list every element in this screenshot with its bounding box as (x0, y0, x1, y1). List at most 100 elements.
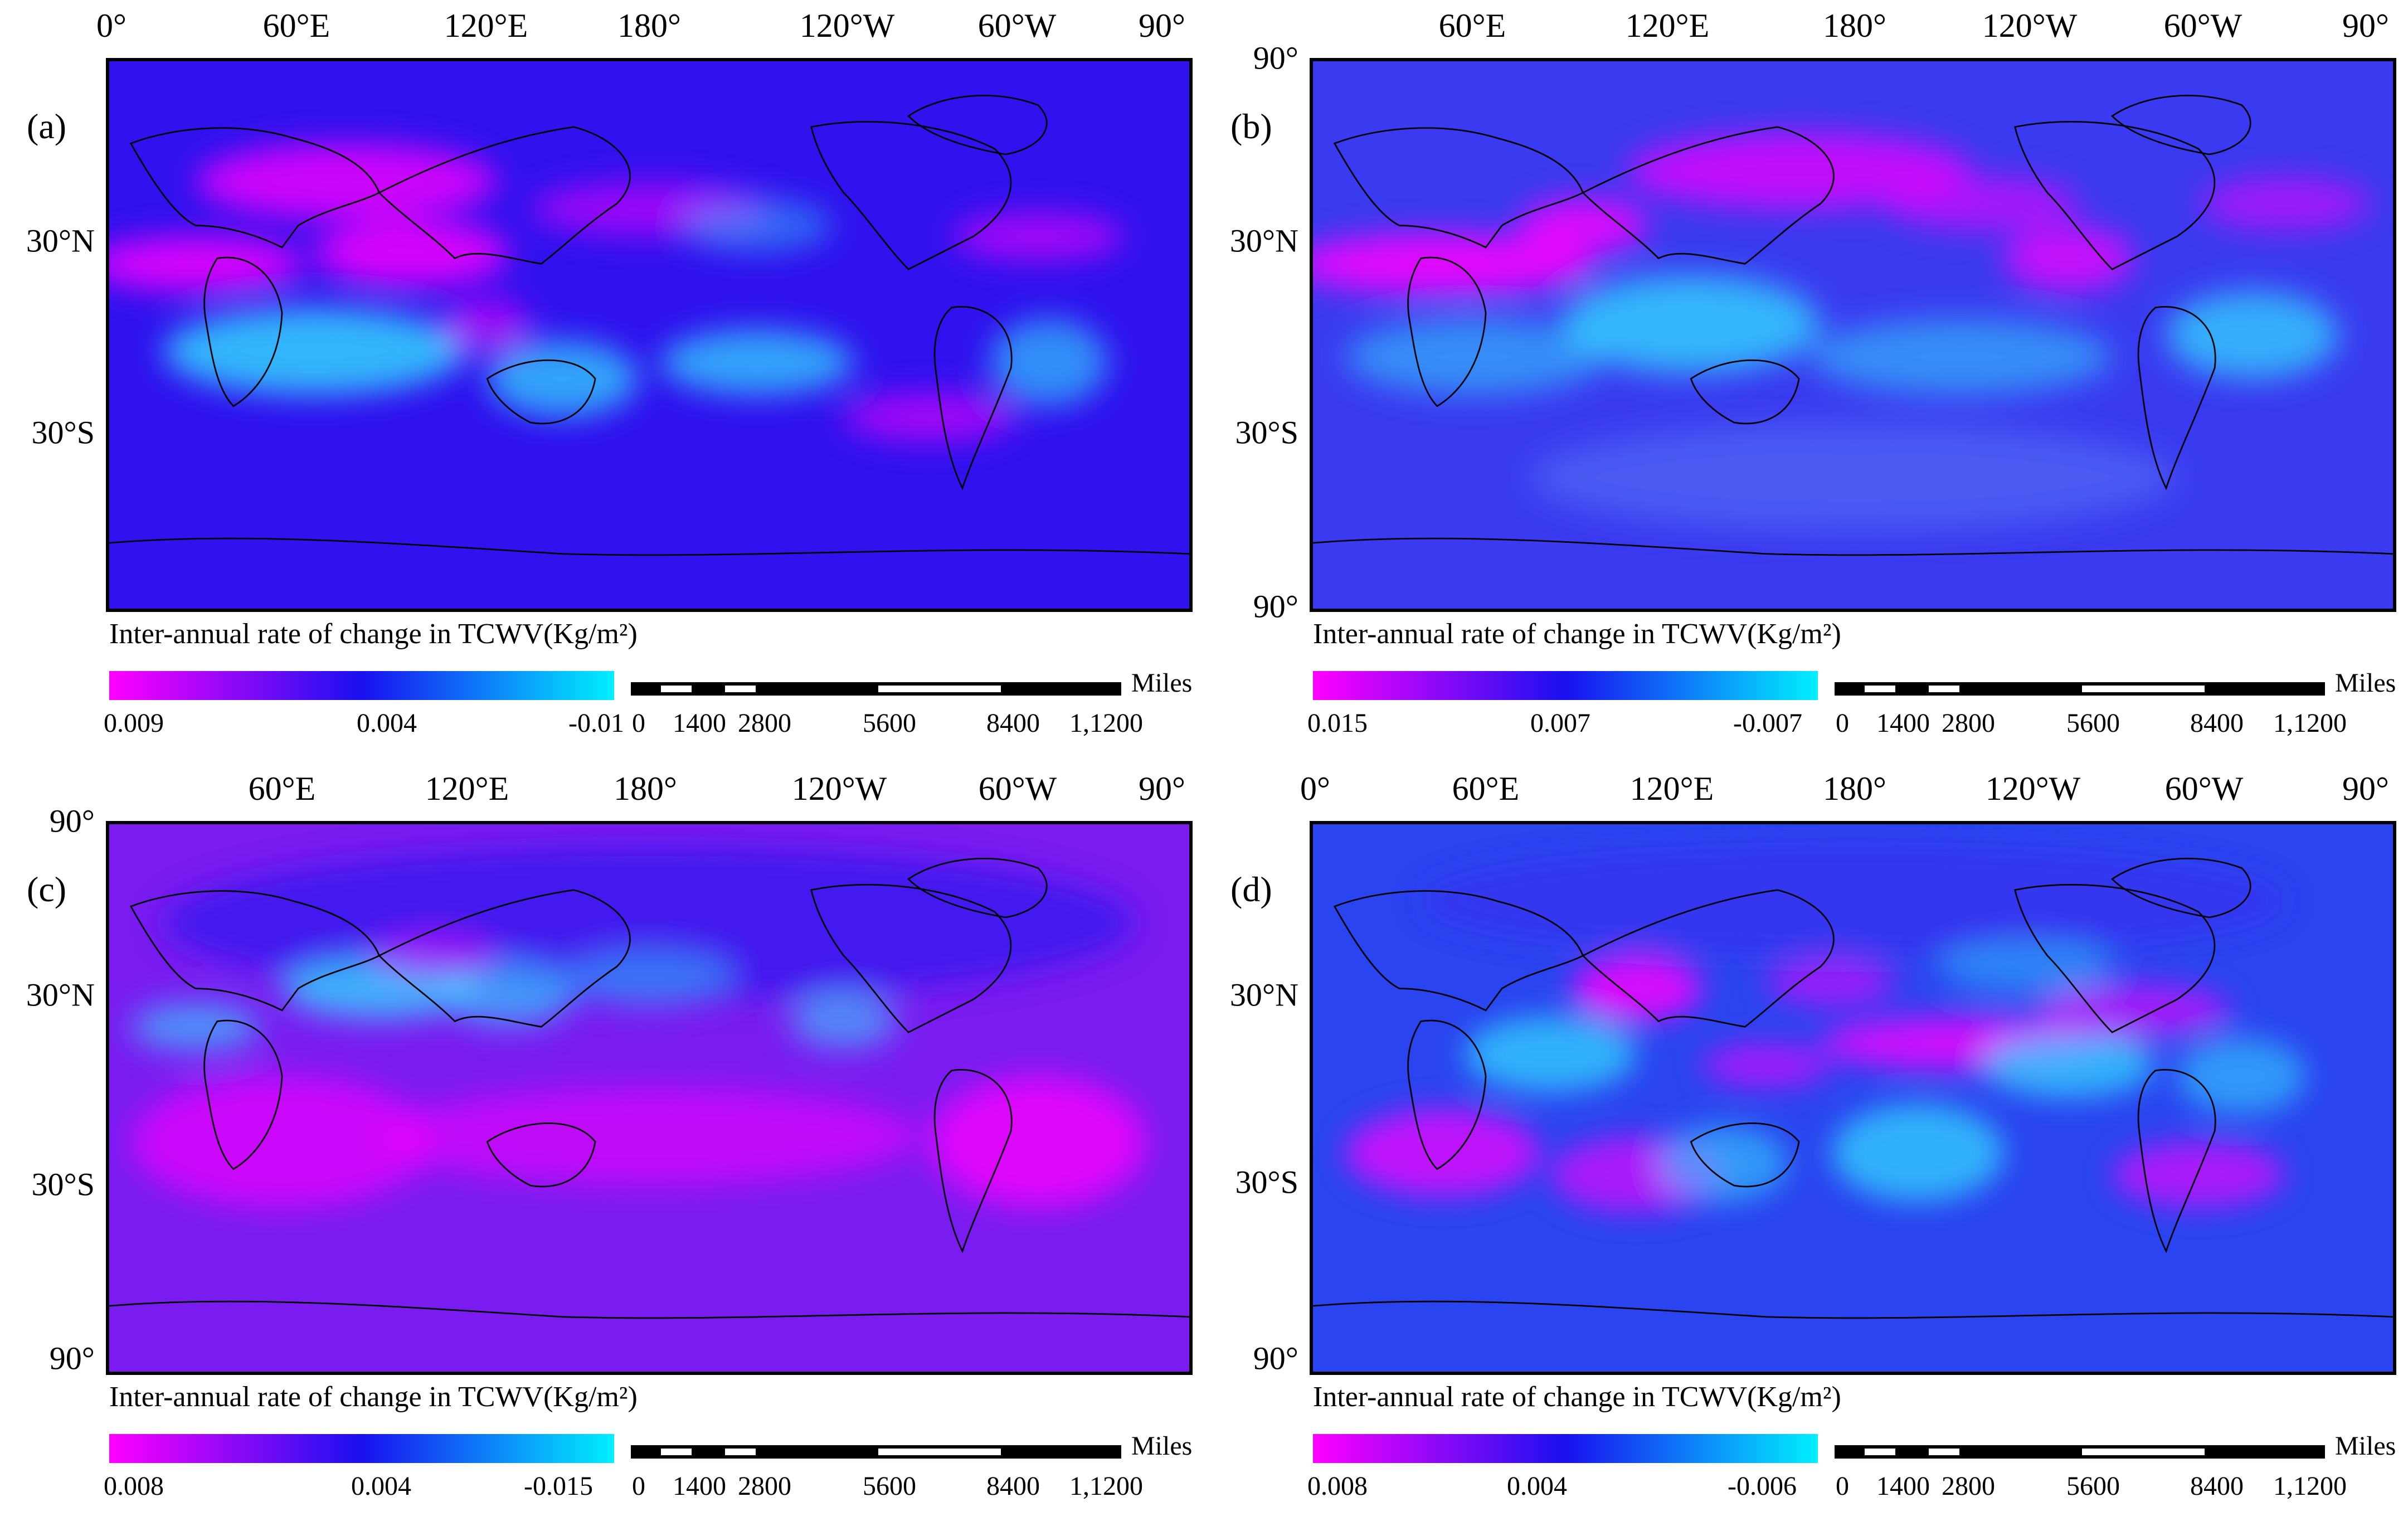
colorbar-tick: 0.004 (351, 1471, 411, 1501)
tcwv-field (1313, 824, 2393, 1372)
lat-label: 90° (49, 1340, 95, 1377)
scale-tick: 2800 (1942, 708, 1995, 738)
colorbar-tick: 0.007 (1530, 708, 1590, 738)
lon-label: 120°E (444, 7, 528, 44)
lon-label: 90° (2342, 7, 2389, 44)
lat-label: 30°N (1229, 222, 1298, 259)
panel-b: 60°E 120°E 180° 120°W 60°W 90° 90° 30°N … (1204, 0, 2407, 763)
scale-unit: Miles (1131, 668, 1193, 698)
lon-label: 60°E (248, 770, 316, 807)
lat-label: 30°S (1235, 1164, 1298, 1201)
scale-unit: Miles (1131, 1431, 1193, 1461)
colorbar-tick: 0.008 (104, 1471, 164, 1501)
tcwv-field (109, 824, 1189, 1372)
lat-label: 30°S (1235, 414, 1298, 451)
scale-tick: 0 (632, 708, 645, 738)
scale-tick: 2800 (738, 708, 791, 738)
coastlines (109, 858, 1189, 1319)
panel-letter: (a) (27, 106, 67, 146)
panel-d: 0° 60°E 120°E 180° 120°W 60°W 90° 30°N 3… (1204, 763, 2407, 1526)
scale-tick: 0 (632, 1471, 645, 1501)
lon-label: 120°W (1985, 770, 2081, 807)
lat-label: 30°S (31, 1166, 95, 1203)
scale-tick: 1400 (1876, 1471, 1930, 1501)
scale-tick: 5600 (863, 708, 916, 738)
lon-label: 60°W (2163, 7, 2242, 44)
scale-tick: 2800 (738, 1471, 791, 1501)
scale-tick: 5600 (2066, 1471, 2120, 1501)
lon-label: 120°W (1982, 7, 2078, 44)
panel-letter: (b) (1230, 106, 1272, 146)
lat-label: 90° (1253, 40, 1298, 76)
colorbar-tick: 0.008 (1307, 1471, 1368, 1501)
coastlines (1313, 95, 2393, 556)
colorbar-tick: 0.004 (1507, 1471, 1567, 1501)
lat-label: 90° (49, 803, 95, 839)
scale-tick: 1400 (673, 708, 726, 738)
scale-bar (631, 682, 1121, 696)
scale-tick: 1400 (1876, 708, 1930, 738)
lon-label: 60°W (978, 770, 1057, 807)
panel-letter: (d) (1230, 869, 1272, 909)
scale-tick: 1,1200 (1069, 1471, 1143, 1501)
colorbar (1313, 671, 1818, 700)
lon-label: 0° (96, 7, 127, 44)
scale-tick: 8400 (986, 1471, 1040, 1501)
lon-label: 120°W (799, 7, 895, 44)
lon-label: 180° (1823, 7, 1886, 44)
lon-label: 60°E (1438, 7, 1506, 44)
lon-label: 120°E (425, 770, 509, 807)
lon-label: 90° (1139, 770, 1185, 807)
scale-unit: Miles (2335, 668, 2396, 698)
colorbar-tick: 0.009 (104, 708, 164, 738)
scale-tick: 1400 (673, 1471, 726, 1501)
scale-tick: 5600 (2066, 708, 2120, 738)
coastlines (109, 95, 1189, 556)
colorbar-tick: -0.01 (568, 708, 624, 738)
colorbar-tick: -0.007 (1733, 708, 1802, 738)
tcwv-field (1313, 61, 2393, 609)
tcwv-map (1310, 58, 2396, 612)
panel-letter: (c) (27, 869, 67, 909)
lon-label: 180° (1823, 770, 1886, 807)
lat-label: 30°N (1229, 976, 1298, 1013)
lat-label: 30°N (26, 976, 95, 1013)
scale-tick: 1,1200 (1069, 708, 1143, 738)
panel-a: 0° 60°E 120°E 180° 120°W 60°W 90° 30°N 3… (0, 0, 1204, 763)
colorbar-tick: -0.006 (1728, 1471, 1797, 1501)
scale-bar (631, 1445, 1121, 1459)
tcwv-map (106, 58, 1193, 612)
tcwv-field (109, 61, 1189, 609)
lon-label: 60°E (262, 7, 330, 44)
lat-label: 90° (1253, 1340, 1298, 1377)
scale-tick: 5600 (863, 1471, 916, 1501)
lon-label: 90° (1139, 7, 1185, 44)
lat-label: 30°N (26, 222, 95, 259)
scale-unit: Miles (2335, 1431, 2396, 1461)
colorbar-title: Inter-annual rate of change in TCWV(Kg/m… (1313, 618, 1841, 650)
lon-label: 120°W (791, 770, 887, 807)
scale-bar (1835, 1445, 2325, 1459)
colorbar-tick: 0.004 (357, 708, 417, 738)
lon-label: 60°W (977, 7, 1057, 44)
tcwv-map (106, 821, 1193, 1375)
colorbar-tick: 0.015 (1307, 708, 1368, 738)
lon-label: 60°E (1452, 770, 1520, 807)
lon-label: 180° (614, 770, 677, 807)
lat-label: 90° (1253, 588, 1298, 625)
lon-label: 120°E (1629, 770, 1714, 807)
scale-tick: 8400 (2190, 1471, 2244, 1501)
lat-label: 30°S (31, 414, 95, 451)
scale-tick: 8400 (2190, 708, 2244, 738)
colorbar-title: Inter-annual rate of change in TCWV(Kg/m… (109, 1381, 638, 1413)
scale-tick: 1,1200 (2273, 708, 2347, 738)
scale-tick: 1,1200 (2273, 1471, 2347, 1501)
tcwv-map (1310, 821, 2396, 1375)
colorbar (109, 671, 614, 700)
colorbar-tick: -0.015 (524, 1471, 593, 1501)
lon-label: 60°W (2164, 770, 2244, 807)
panel-c: 60°E 120°E 180° 120°W 60°W 90° 90° 30°N … (0, 763, 1204, 1526)
scale-tick: 0 (1836, 708, 1849, 738)
colorbar-title: Inter-annual rate of change in TCWV(Kg/m… (109, 618, 638, 650)
coastlines (1313, 858, 2393, 1319)
